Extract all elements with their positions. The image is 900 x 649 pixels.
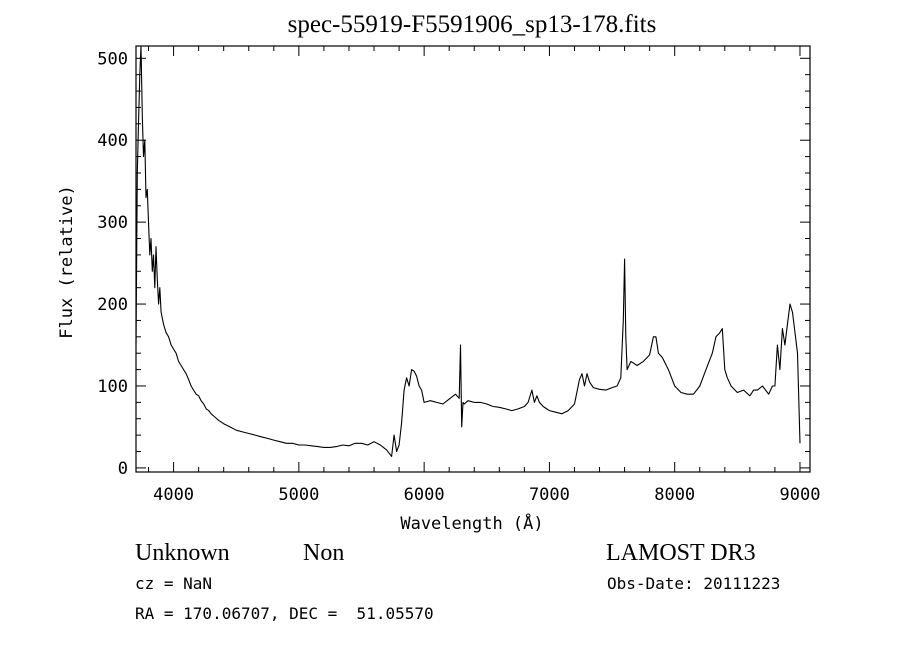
plot-frame: [135, 45, 811, 473]
y-tick-label: 500: [97, 49, 128, 69]
x-tick-label: 6000: [404, 485, 445, 505]
object-class-label: Unknown: [135, 540, 230, 566]
cz-label: cz = NaN: [135, 574, 212, 593]
y-axis-label: Flux (relative): [57, 185, 77, 339]
y-tick-label: 300: [97, 213, 128, 233]
subclass-label: Non: [303, 540, 344, 566]
x-tick-label: 5000: [278, 485, 319, 505]
x-tick-label: 7000: [529, 485, 570, 505]
y-tick-label: 100: [97, 377, 128, 397]
x-tick-label: 4000: [153, 485, 194, 505]
coordinates-label: RA = 170.06707, DEC = 51.05570: [135, 604, 434, 623]
survey-label: LAMOST DR3: [606, 540, 756, 566]
obs-date-label: Obs-Date: 20111223: [607, 574, 780, 593]
y-tick-label: 400: [97, 131, 128, 151]
y-tick-label: 200: [97, 295, 128, 315]
chart-title: spec-55919-F5591906_sp13-178.fits: [288, 11, 657, 38]
x-axis-ticks: 4000 5000 6000 7000 8000 9000: [148, 46, 821, 505]
y-tick-label: 0: [118, 459, 128, 479]
x-axis-label: Wavelength (Å): [400, 512, 543, 534]
x-tick-label: 9000: [780, 485, 821, 505]
y-axis-ticks: 0 100 200 300 400 500: [97, 49, 810, 479]
spectrum-series-line: [135, 45, 801, 457]
x-tick-label: 8000: [654, 485, 695, 505]
